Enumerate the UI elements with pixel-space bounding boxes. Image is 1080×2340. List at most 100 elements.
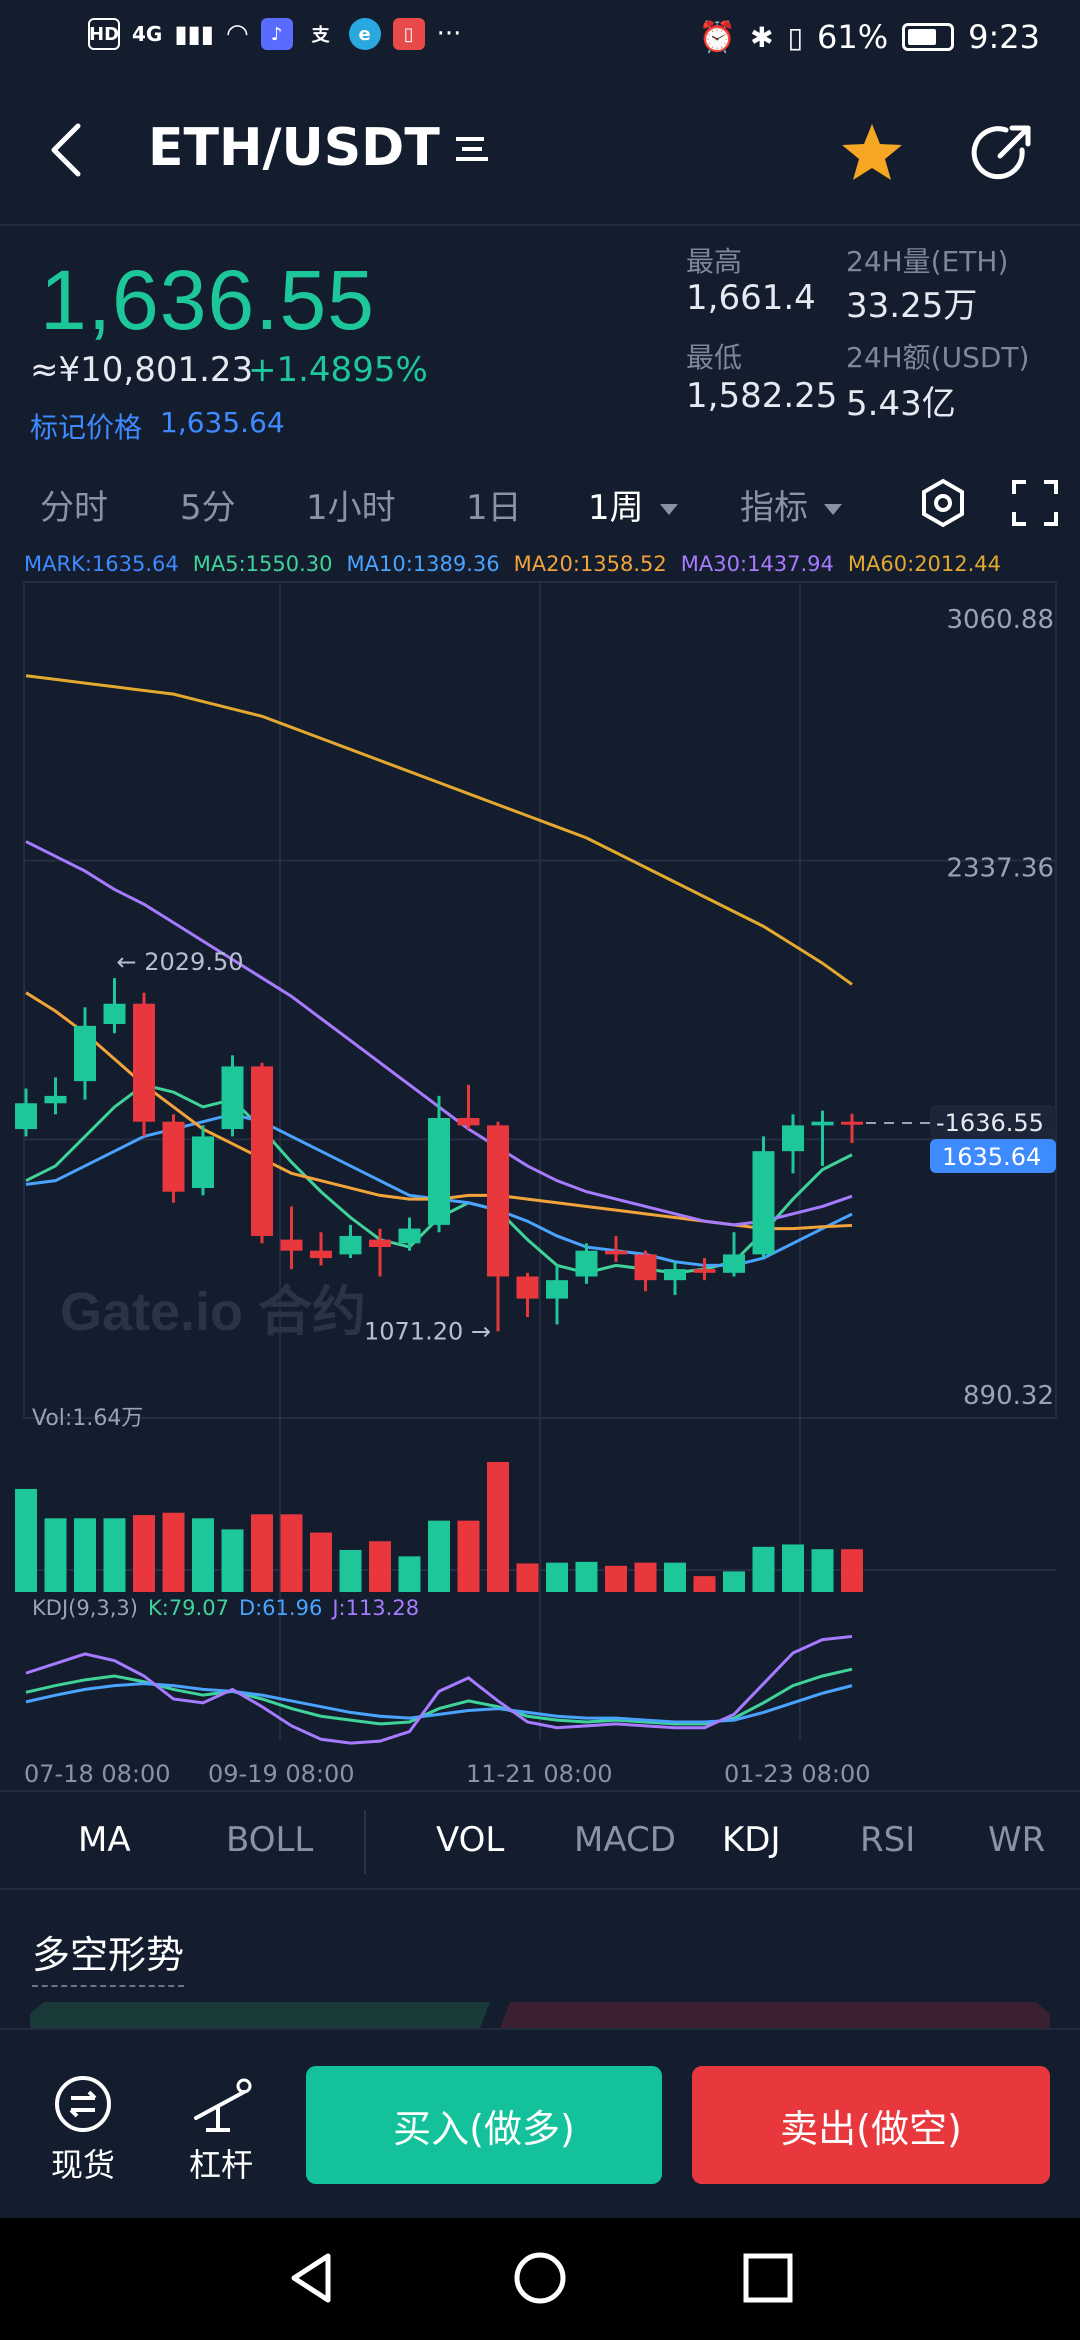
margin-button[interactable]: 杠杆 <box>176 2074 266 2186</box>
vibrate-icon: ▯ <box>787 20 804 54</box>
volume-bar <box>841 1549 863 1592</box>
indicator-separator <box>364 1810 366 1874</box>
favorite-star-icon[interactable] <box>840 120 904 184</box>
volume-bar <box>310 1532 332 1592</box>
ma-legend-item: MA20:1358.52 <box>513 552 667 576</box>
volume-24h-label: 24H量(ETH) <box>846 245 1009 278</box>
candle-body <box>428 1118 450 1225</box>
spot-label: 现货 <box>50 2146 115 2184</box>
chart-settings-icon[interactable] <box>918 478 968 528</box>
tab-kdj[interactable]: KDJ <box>722 1820 781 1860</box>
share-icon[interactable] <box>970 120 1036 186</box>
y-axis-label: 2337.36 <box>946 854 1054 884</box>
more-notifications: ··· <box>436 19 462 49</box>
tab-indicators[interactable]: 指标 <box>740 480 842 529</box>
switch-pair-icon <box>455 137 488 161</box>
battery-percent: 61% <box>817 18 889 56</box>
exchange-icon <box>55 2076 111 2132</box>
kdj-k-value: K:79.07 <box>147 1596 229 1620</box>
last-price-tag-text: -1636.55 <box>936 1109 1044 1137</box>
volume-bar <box>192 1518 214 1592</box>
low-label: 最低 <box>686 341 743 374</box>
spot-button[interactable]: 现货 <box>38 2074 128 2186</box>
tab-timeshare[interactable]: 分时 <box>40 488 108 528</box>
volume-bar <box>74 1518 96 1592</box>
ma-legend-item: MA60:2012.44 <box>847 552 1002 576</box>
back-arrow-icon[interactable] <box>40 120 100 180</box>
nav-home-icon[interactable] <box>512 2250 568 2306</box>
nav-back-icon[interactable] <box>284 2250 340 2306</box>
pair-name: ETH/USDT <box>148 118 440 178</box>
network-label: 4G <box>132 22 163 46</box>
scale-icon <box>194 2078 252 2132</box>
trade-bar: 现货 杠杆 买入(做多) 卖出(做空) <box>0 2028 1080 2218</box>
long-short-bar <box>30 2002 1050 2028</box>
tab-rsi[interactable]: RSI <box>860 1820 916 1860</box>
tab-vol[interactable]: VOL <box>436 1820 505 1860</box>
kline-chart[interactable]: Gate.io 合约 ← 2029.50 1071.20 → -1636.55 163… <box>0 570 1080 1760</box>
volume-bar <box>752 1546 775 1592</box>
volume-bar <box>133 1515 155 1592</box>
volume-bar <box>369 1541 391 1592</box>
volume-bars <box>15 1462 863 1592</box>
alipay-icon: 支 <box>311 25 330 46</box>
amount-24h-value: 5.43亿 <box>846 384 956 424</box>
candle-body <box>841 1121 863 1125</box>
low-annotation: 1071.20 → <box>364 1317 491 1345</box>
candle-body <box>457 1118 480 1126</box>
candle-body <box>752 1151 775 1255</box>
bluetooth-icon: ✱ <box>750 20 774 54</box>
pair-selector[interactable]: ETH/USDT <box>148 118 490 178</box>
ma-legend-item: MARK:1635.64 <box>24 552 179 576</box>
mark-price-tag <box>930 1138 1056 1173</box>
high-annotation: ← 2029.50 <box>117 948 244 976</box>
watermark: Gate.io 合约 <box>60 1282 366 1342</box>
candle-body <box>310 1250 332 1259</box>
volume-label: Vol:1.64万 <box>32 1406 144 1431</box>
sell-short-button[interactable]: 卖出(做空) <box>692 2066 1050 2184</box>
x-label: 11-21 08:00 <box>466 1760 613 1788</box>
mark-price-tag-text: 1635.64 <box>942 1143 1041 1171</box>
wifi-icon: ◠ <box>225 19 249 49</box>
candle-body <box>162 1121 185 1192</box>
kdj-d-value: D:61.96 <box>238 1596 323 1620</box>
volume-bar <box>782 1544 804 1592</box>
kdj-line-j <box>25 1634 853 1745</box>
volume-bar <box>516 1563 539 1592</box>
alarm-icon: ⏰ <box>698 19 737 55</box>
tab-1hour[interactable]: 1小时 <box>306 488 396 528</box>
candle-body <box>634 1254 657 1281</box>
hd-icon: HD <box>88 18 120 50</box>
candle-body <box>103 1003 126 1025</box>
nav-recents-icon[interactable] <box>742 2252 794 2304</box>
candle-body <box>44 1095 67 1104</box>
y-axis-label: 890.32 <box>963 1381 1054 1411</box>
buy-long-button[interactable]: 买入(做多) <box>306 2066 662 2184</box>
status-left: HD 4G ▮▮▮ ◠ ♪ 支 e ▯ ··· <box>88 18 461 50</box>
volume-bar <box>221 1529 244 1592</box>
tab-1week[interactable]: 1周 <box>588 480 678 529</box>
ma-legend-item: MA5:1550.30 <box>192 552 333 576</box>
ma-legend-item: MA30:1437.94 <box>680 552 834 576</box>
tab-5min[interactable]: 5分 <box>180 488 236 528</box>
tab-boll[interactable]: BOLL <box>226 1820 314 1860</box>
tab-ma[interactable]: MA <box>78 1820 131 1860</box>
tab-macd[interactable]: MACD <box>574 1820 676 1860</box>
indicator-tabs: MA BOLL VOL MACD KDJ RSI WR <box>0 1790 1080 1890</box>
candle-body <box>133 1003 155 1122</box>
signal-icon: ▮▮▮ <box>174 20 214 48</box>
candle-body <box>605 1250 627 1255</box>
fullscreen-icon[interactable] <box>1012 480 1058 526</box>
volume-bar <box>693 1576 716 1592</box>
tab-wr[interactable]: WR <box>988 1820 1046 1860</box>
x-label: 01-23 08:00 <box>724 1760 871 1788</box>
candle-body <box>251 1066 273 1236</box>
volume-bar <box>634 1562 657 1592</box>
system-nav-bar <box>0 2218 1080 2340</box>
volume-bar <box>546 1562 568 1592</box>
margin-label: 杠杆 <box>188 2146 253 2184</box>
volume-bar <box>280 1514 303 1592</box>
last-price-tag <box>930 1104 1056 1139</box>
tab-1day[interactable]: 1日 <box>466 488 522 528</box>
candle-body <box>516 1276 539 1299</box>
